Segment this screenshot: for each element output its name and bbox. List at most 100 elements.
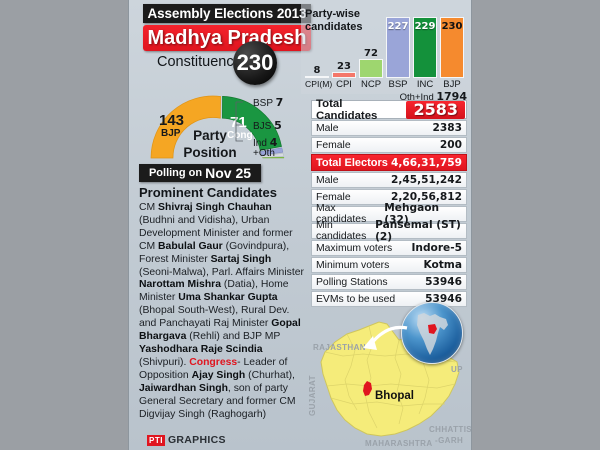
stats-row: Polling Stations 53946 xyxy=(311,274,467,290)
bhopal-marker xyxy=(363,381,372,396)
legend-bjs-value: 5 xyxy=(274,119,282,132)
segment-bsp xyxy=(260,147,284,156)
legend-bsp: BSP 7 xyxy=(253,96,284,109)
stats-key: Male xyxy=(316,174,339,186)
stats-value: Indore-5 xyxy=(411,242,462,254)
legend-ind-value: 4 xyxy=(269,136,278,149)
stats-key: Min candidates xyxy=(316,220,367,242)
statistics-table: Total Candidates 2583 Male 2383 Female 200 Tot… xyxy=(311,97,467,308)
state-title-banner: Madhya Pradesh xyxy=(143,25,311,51)
stats-row: Female 200 xyxy=(311,137,467,153)
prominent-candidates-title: Prominent Candidates xyxy=(139,185,277,200)
map-label-garh: -GARH xyxy=(435,436,463,445)
stats-row: Female 2,20,56,812 xyxy=(311,189,467,205)
bar-chart-title: Party-wise candidates xyxy=(305,8,367,34)
stats-key: Female xyxy=(316,139,351,151)
bar-label-inc: INC xyxy=(416,79,434,90)
stats-value: Pansemal (ST)(2) xyxy=(375,219,461,243)
map-label-rajasthan: RAJASTHAN xyxy=(313,343,366,352)
legend-ind: Ind 4 xyxy=(253,136,278,149)
stats-key: Polling Stations xyxy=(316,276,388,288)
globe-india-shape xyxy=(417,313,448,355)
polling-date-banner: Polling on Nov 25 xyxy=(139,164,261,182)
madhya-pradesh-map: RAJASTHAN UP GUJARAT MAHARASHTRA CHHATTI… xyxy=(307,300,471,450)
party-wise-candidates-chart: Party-wise candidates 8 23 72 227 229 230 CPI… xyxy=(301,2,471,103)
map-label-maharashtra: MAHARASHTRA xyxy=(365,439,433,448)
stats-row: Male 2,45,51,242 xyxy=(311,172,467,188)
stats-key: Male xyxy=(316,122,339,134)
stats-value: 53946 xyxy=(425,276,462,288)
stats-value: Mehgaon (32) xyxy=(384,202,440,226)
stats-row: Male 2383 xyxy=(311,120,467,136)
bar-label-ncp: NCP xyxy=(360,79,382,90)
stats-value: 2583 xyxy=(406,100,465,119)
prominent-candidates-body: CM Shivraj Singh Chauhan (Budhni and Vid… xyxy=(139,202,304,420)
credit-line: PTI GRAPHICS xyxy=(147,434,226,446)
party-position-line2: Position xyxy=(183,145,237,160)
globe-mp-highlight xyxy=(428,324,437,334)
constituencies-label: Constituencies xyxy=(157,54,253,70)
party-position-chart: 143 BJP 71 Cong Party Position xyxy=(137,88,307,166)
stats-row: Total Candidates 2583 xyxy=(311,97,467,122)
stats-value: 2,20,56,812 xyxy=(390,191,462,203)
eyebrow-banner: Assembly Elections 2013 xyxy=(143,4,311,23)
legend-bsp-value: 7 xyxy=(275,96,284,109)
bar-value-bjp: 230 xyxy=(441,21,463,32)
segment-bjp xyxy=(150,95,221,159)
party-position-svg xyxy=(150,95,285,159)
cong-seat-label: Cong xyxy=(227,130,253,141)
bar-chart-title-line1: Party-wise xyxy=(305,8,361,20)
bar-label-cpi: CPI xyxy=(336,79,352,90)
bar-label-bsp: BSP xyxy=(388,79,408,90)
map-label-gujarat: GUJARAT xyxy=(308,375,317,416)
stats-row: Maximum voters Indore-5 xyxy=(311,240,467,256)
pti-logo: PTI xyxy=(147,434,165,446)
oth-ind-annotation: Oth+Ind 1794 xyxy=(400,90,467,103)
bar-bjp: 230 xyxy=(440,17,464,78)
globe-svg xyxy=(417,313,448,355)
india-globe-inset xyxy=(401,302,463,364)
legend-bjs: BJS 5 xyxy=(253,119,282,132)
credit-text: GRAPHICS xyxy=(167,434,226,446)
bar-value-inc: 229 xyxy=(414,21,436,32)
map-label-chhattis: CHHATTIS xyxy=(429,425,471,434)
segment-cong xyxy=(222,96,282,151)
legend-oth: +Oth xyxy=(253,148,275,159)
stats-value: 200 xyxy=(439,139,462,151)
stats-value: 4,66,31,759 xyxy=(390,156,462,169)
bar-value-bsp: 227 xyxy=(387,21,409,32)
bar-value-cpi: 23 xyxy=(337,61,351,72)
bar-ncp: 72 xyxy=(359,48,383,78)
stats-key: Female xyxy=(316,191,351,203)
legend-leader-lines xyxy=(235,101,243,142)
bar-label-cpim: CPI(M) xyxy=(305,79,333,89)
stats-value: 2383 xyxy=(432,122,463,134)
bar-rect-cpi xyxy=(332,72,356,78)
oth-ind-value: 1794 xyxy=(436,90,467,103)
bar-rect-inc: 229 xyxy=(413,17,437,78)
bar-rect-bsp: 227 xyxy=(386,17,410,78)
constituencies-count: 230 xyxy=(233,41,277,85)
stats-row: Max candidates Mehgaon (32) xyxy=(311,202,467,226)
bar-value-cpim: 8 xyxy=(313,65,321,76)
bjp-seat-count: 143 xyxy=(159,112,185,129)
stats-key: EVMs to be used xyxy=(316,293,396,305)
stats-key: Total Candidates xyxy=(316,97,378,122)
bar-value-ncp: 72 xyxy=(364,48,378,59)
oth-ind-label: Oth+Ind xyxy=(399,92,434,103)
party-position-line1: Party xyxy=(193,128,227,143)
bhopal-label: Bhopal xyxy=(375,390,414,402)
stats-row: Minimum voters Kotma xyxy=(311,257,467,273)
cong-seat-count: 71 xyxy=(230,114,247,131)
bar-cpi: 23 xyxy=(332,61,356,78)
stats-key: Total Electors xyxy=(316,156,388,169)
polling-date: Nov 25 xyxy=(205,165,252,181)
bar-label-bjp: BJP xyxy=(443,79,461,90)
stats-row: Min candidates Pansemal (ST)(2) xyxy=(311,219,467,243)
bar-rect-ncp xyxy=(359,59,383,78)
party-position-legend: BSP 7 BJS 5 Ind 4 +Oth xyxy=(235,88,311,166)
bar-chart-title-line2: candidates xyxy=(305,21,363,33)
bar-inc: 229 xyxy=(413,17,437,78)
bar-category-labels: CPI(M) CPI NCP BSP INC BJP xyxy=(301,79,471,90)
map-label-up: UP xyxy=(451,365,463,374)
